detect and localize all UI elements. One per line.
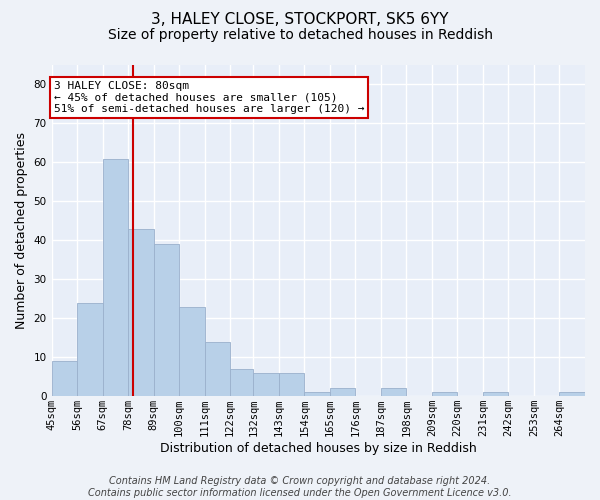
- Bar: [381, 388, 406, 396]
- Bar: [128, 228, 154, 396]
- Bar: [205, 342, 230, 396]
- Bar: [103, 158, 128, 396]
- Bar: [230, 369, 253, 396]
- Bar: [330, 388, 355, 396]
- Text: Size of property relative to detached houses in Reddish: Size of property relative to detached ho…: [107, 28, 493, 42]
- Bar: [432, 392, 457, 396]
- Text: Contains HM Land Registry data © Crown copyright and database right 2024.
Contai: Contains HM Land Registry data © Crown c…: [88, 476, 512, 498]
- Bar: [179, 306, 205, 396]
- Bar: [77, 302, 103, 396]
- Text: 3 HALEY CLOSE: 80sqm
← 45% of detached houses are smaller (105)
51% of semi-deta: 3 HALEY CLOSE: 80sqm ← 45% of detached h…: [54, 80, 364, 114]
- Bar: [154, 244, 179, 396]
- X-axis label: Distribution of detached houses by size in Reddish: Distribution of detached houses by size …: [160, 442, 476, 455]
- Bar: [279, 373, 304, 396]
- Y-axis label: Number of detached properties: Number of detached properties: [15, 132, 28, 329]
- Bar: [304, 392, 330, 396]
- Bar: [483, 392, 508, 396]
- Bar: [253, 373, 279, 396]
- Text: 3, HALEY CLOSE, STOCKPORT, SK5 6YY: 3, HALEY CLOSE, STOCKPORT, SK5 6YY: [151, 12, 449, 28]
- Bar: [559, 392, 585, 396]
- Bar: [52, 361, 77, 396]
